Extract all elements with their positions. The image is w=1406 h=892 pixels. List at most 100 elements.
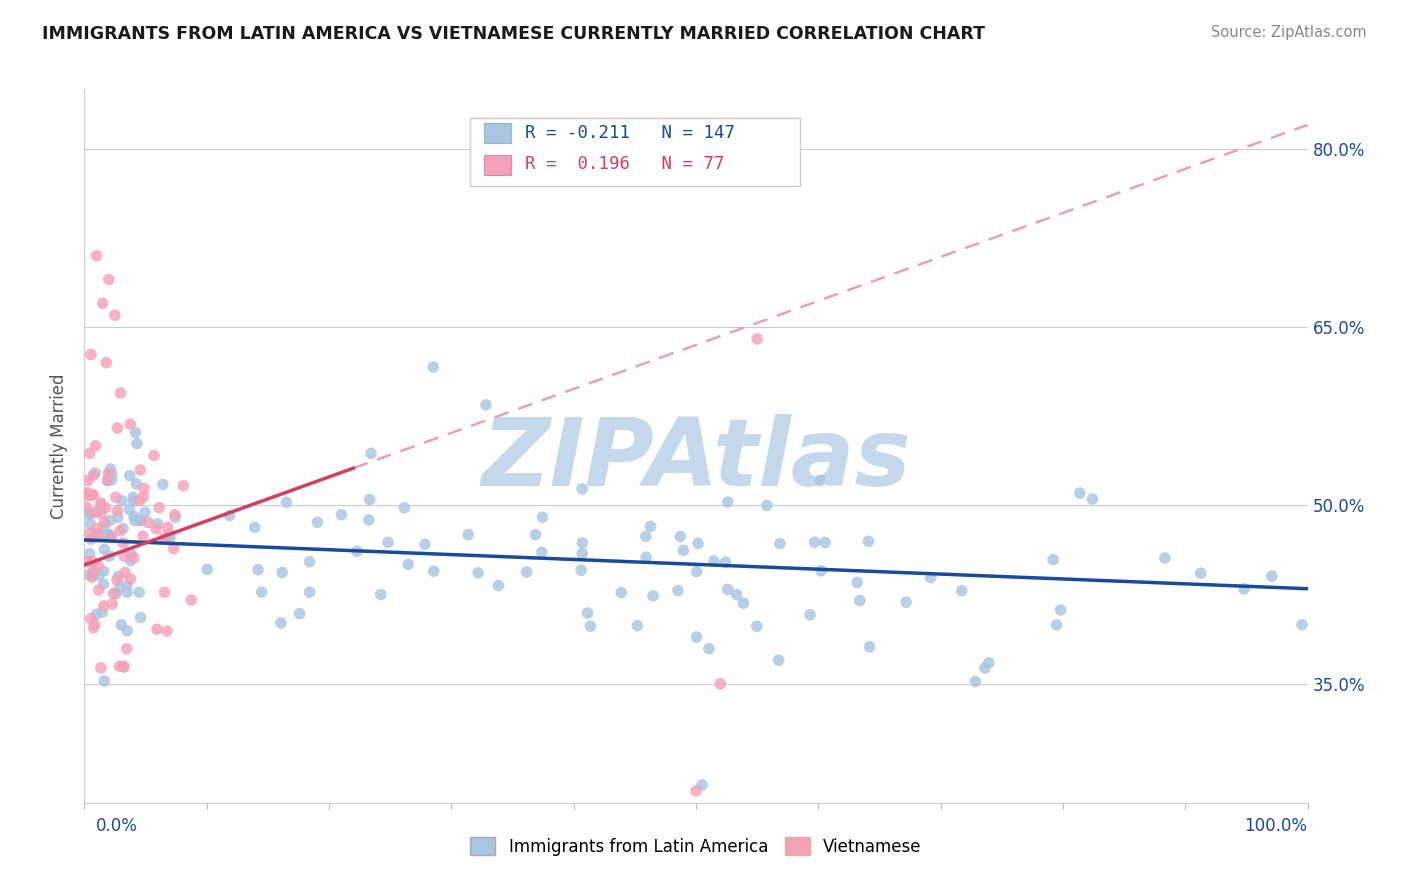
Point — [475, 398, 498, 412]
Point — [132, 490, 155, 504]
Point — [571, 547, 593, 561]
Point — [666, 583, 689, 598]
Point — [172, 478, 194, 492]
Point — [524, 527, 547, 541]
Point — [86, 607, 108, 622]
Point — [298, 555, 321, 569]
Point — [80, 506, 103, 520]
Point — [84, 466, 107, 480]
Point — [87, 530, 110, 544]
Point — [246, 563, 269, 577]
Point — [1153, 551, 1175, 566]
Point — [83, 506, 105, 520]
Point — [1233, 582, 1256, 596]
Point — [112, 549, 135, 563]
Point — [703, 554, 725, 568]
Point — [120, 572, 142, 586]
Point — [112, 536, 135, 550]
Point — [80, 612, 103, 626]
Point — [153, 530, 176, 544]
Point — [569, 563, 592, 577]
Point — [641, 589, 664, 603]
Point — [180, 593, 202, 607]
Point — [93, 577, 115, 591]
Point — [105, 587, 128, 601]
Point — [101, 597, 124, 611]
Point — [769, 536, 792, 550]
Point — [82, 566, 104, 580]
Point — [76, 500, 98, 515]
Point — [132, 482, 155, 496]
Point — [346, 544, 368, 558]
Point — [714, 555, 737, 569]
Point — [162, 541, 184, 556]
Point — [120, 417, 142, 431]
Point — [100, 530, 122, 544]
Point — [120, 547, 142, 561]
Point — [858, 640, 880, 654]
Point — [122, 509, 145, 524]
Point — [276, 495, 298, 509]
Point — [129, 513, 152, 527]
Point — [86, 505, 108, 519]
Point — [104, 490, 127, 504]
Text: R =  0.196   N = 77: R = 0.196 N = 77 — [524, 155, 724, 173]
Point — [457, 527, 479, 541]
Point — [156, 624, 179, 638]
Point — [103, 586, 125, 600]
Point — [80, 532, 103, 546]
Point — [82, 488, 104, 502]
Point — [112, 660, 135, 674]
Point — [77, 474, 100, 488]
Point — [709, 677, 731, 691]
Point — [107, 569, 129, 583]
Point — [530, 545, 553, 559]
Point — [218, 508, 240, 523]
Point — [83, 617, 105, 632]
Point — [377, 535, 399, 549]
Point — [1042, 552, 1064, 566]
Point — [152, 477, 174, 491]
Point — [97, 474, 120, 488]
Text: R = -0.211   N = 147: R = -0.211 N = 147 — [524, 125, 735, 143]
Point — [571, 536, 593, 550]
Text: Source: ZipAtlas.com: Source: ZipAtlas.com — [1211, 25, 1367, 40]
Point — [146, 516, 169, 531]
Point — [128, 585, 150, 599]
Point — [94, 500, 117, 515]
Point — [396, 558, 419, 572]
Point — [93, 529, 115, 543]
Point — [96, 356, 118, 370]
Point — [104, 308, 127, 322]
Point — [165, 510, 187, 524]
Point — [90, 498, 112, 512]
Point — [271, 566, 294, 580]
Point — [810, 564, 832, 578]
Point — [110, 617, 132, 632]
Point — [105, 421, 128, 435]
Point — [129, 610, 152, 624]
Point — [114, 566, 136, 580]
Point — [86, 522, 108, 536]
Point — [134, 506, 156, 520]
Point — [330, 508, 353, 522]
Point — [118, 502, 141, 516]
Point — [128, 493, 150, 508]
Point — [93, 519, 115, 533]
Point — [115, 624, 138, 638]
Point — [145, 522, 167, 536]
Point — [808, 474, 831, 488]
Point — [115, 585, 138, 599]
Text: IMMIGRANTS FROM LATIN AMERICA VS VIETNAMESE CURRENTLY MARRIED CORRELATION CHART: IMMIGRANTS FROM LATIN AMERICA VS VIETNAM… — [42, 25, 986, 43]
Text: 100.0%: 100.0% — [1244, 817, 1308, 835]
Point — [100, 528, 122, 542]
Point — [90, 661, 112, 675]
Point — [634, 529, 657, 543]
Point — [1069, 486, 1091, 500]
Point — [91, 296, 114, 310]
Point — [125, 436, 148, 450]
Point — [920, 571, 942, 585]
Point — [110, 524, 132, 538]
Point — [803, 535, 825, 549]
Point — [672, 543, 695, 558]
